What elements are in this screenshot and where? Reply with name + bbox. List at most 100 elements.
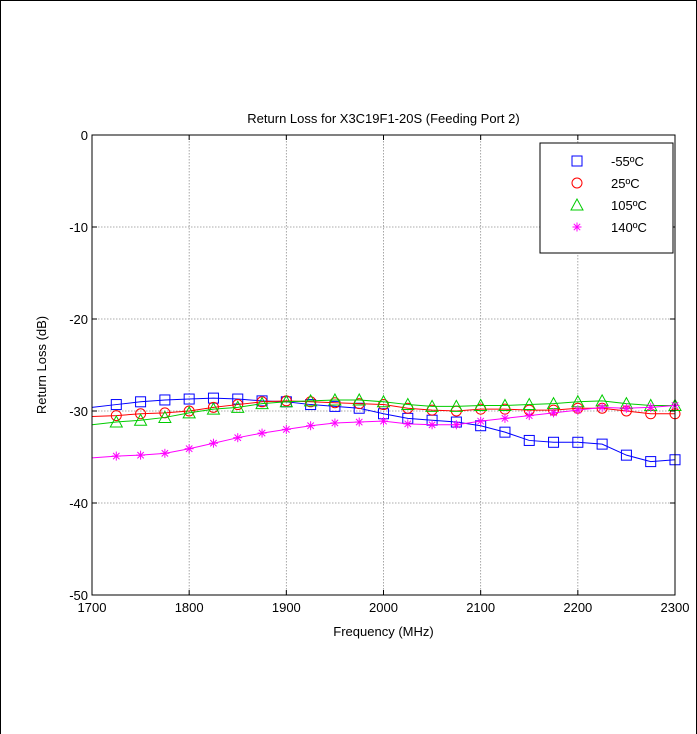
series-3 bbox=[91, 392, 682, 428]
data-point bbox=[133, 413, 148, 426]
y-tick-label: 0 bbox=[81, 128, 88, 143]
marker-stroke bbox=[258, 429, 266, 437]
data-point bbox=[621, 403, 631, 413]
series-layer bbox=[91, 392, 682, 468]
data-point bbox=[208, 438, 218, 448]
data-point bbox=[427, 420, 437, 430]
data-point bbox=[354, 417, 364, 427]
marker-stroke bbox=[574, 406, 582, 414]
data-point bbox=[451, 420, 461, 430]
x-tick-label: 1700 bbox=[78, 600, 107, 615]
x-tick-label: 2200 bbox=[563, 600, 592, 615]
data-point bbox=[232, 393, 244, 405]
series-line bbox=[91, 397, 676, 463]
data-point bbox=[376, 394, 391, 408]
legend-label: -55ºC bbox=[611, 154, 644, 169]
data-point bbox=[549, 408, 559, 418]
data-point bbox=[279, 394, 294, 408]
legend-label: 105ºC bbox=[611, 198, 647, 213]
x-tick-label: 2300 bbox=[661, 600, 690, 615]
marker-stroke bbox=[209, 439, 218, 447]
data-point bbox=[159, 394, 171, 406]
data-point bbox=[183, 393, 195, 405]
marker-stroke bbox=[137, 451, 145, 459]
x-tick-label: 2100 bbox=[466, 600, 495, 615]
y-tick-label: -40 bbox=[69, 496, 88, 511]
data-point bbox=[158, 410, 172, 423]
legend-label: 25ºC bbox=[611, 176, 640, 191]
x-tick-label: 2000 bbox=[369, 600, 398, 615]
data-point bbox=[522, 397, 537, 411]
data-point bbox=[476, 416, 486, 426]
data-point bbox=[620, 449, 632, 461]
x-tick-label: 1800 bbox=[175, 600, 204, 615]
legend-marker bbox=[571, 177, 583, 189]
data-point bbox=[548, 436, 560, 448]
data-point bbox=[330, 418, 340, 428]
marker-stroke bbox=[452, 421, 460, 429]
data-point bbox=[136, 450, 146, 460]
marker-stroke bbox=[161, 449, 169, 457]
legend-marker bbox=[572, 222, 582, 232]
data-point bbox=[329, 400, 341, 412]
data-point bbox=[646, 402, 656, 412]
data-point bbox=[597, 402, 607, 412]
data-point bbox=[524, 411, 534, 421]
data-point bbox=[498, 398, 512, 411]
data-point bbox=[523, 434, 535, 446]
x-axis-label: Frequency (MHz) bbox=[333, 624, 433, 639]
marker-stroke bbox=[622, 404, 630, 412]
data-point bbox=[303, 393, 318, 407]
data-point bbox=[160, 448, 170, 458]
data-point bbox=[425, 399, 439, 412]
data-point bbox=[573, 405, 583, 415]
data-point bbox=[400, 397, 415, 411]
series-line bbox=[91, 399, 675, 426]
data-point bbox=[328, 392, 342, 406]
data-point bbox=[645, 456, 657, 468]
legend-label: 140ºC bbox=[611, 220, 647, 235]
y-tick-label: -50 bbox=[69, 588, 88, 603]
data-point bbox=[352, 392, 367, 406]
data-point bbox=[255, 396, 269, 410]
data-point bbox=[232, 399, 244, 411]
marker-stroke bbox=[307, 422, 315, 430]
data-point bbox=[206, 402, 221, 415]
data-point bbox=[135, 396, 147, 408]
marker-stroke bbox=[331, 419, 339, 427]
y-tick-label: -30 bbox=[69, 404, 88, 419]
marker-stroke bbox=[647, 403, 655, 411]
data-point bbox=[230, 400, 245, 413]
marker-stroke bbox=[428, 421, 436, 429]
data-point bbox=[109, 414, 124, 428]
data-point bbox=[281, 424, 291, 434]
y-tick-label: -10 bbox=[69, 220, 88, 235]
y-axis-label: Return Loss (dB) bbox=[34, 316, 49, 414]
data-point bbox=[473, 398, 488, 411]
data-point bbox=[403, 419, 413, 429]
data-point bbox=[233, 433, 243, 443]
data-point bbox=[572, 436, 584, 448]
axis-ticks: 1700 1800 1900 2000 2100 2200 2300 0 -10 -20 -30 -4… bbox=[69, 128, 689, 615]
y-tick-label: -20 bbox=[69, 312, 88, 327]
marker-stroke bbox=[549, 409, 558, 417]
marker-stroke bbox=[525, 412, 533, 420]
x-tick-label: 1900 bbox=[272, 600, 301, 615]
data-point bbox=[500, 413, 510, 423]
data-point bbox=[135, 408, 147, 420]
marker-stroke bbox=[598, 403, 606, 411]
data-point bbox=[306, 421, 316, 431]
marker-stroke bbox=[477, 417, 485, 425]
data-point bbox=[499, 426, 511, 438]
data-point bbox=[379, 416, 388, 426]
series-4 bbox=[91, 400, 680, 461]
data-point bbox=[184, 444, 194, 454]
marker-stroke bbox=[573, 223, 581, 231]
data-point bbox=[449, 399, 464, 412]
legend-marker bbox=[570, 197, 584, 211]
data-point bbox=[305, 396, 317, 408]
marker-stroke bbox=[501, 414, 509, 422]
legend-marker bbox=[571, 155, 583, 167]
data-point bbox=[110, 399, 122, 411]
